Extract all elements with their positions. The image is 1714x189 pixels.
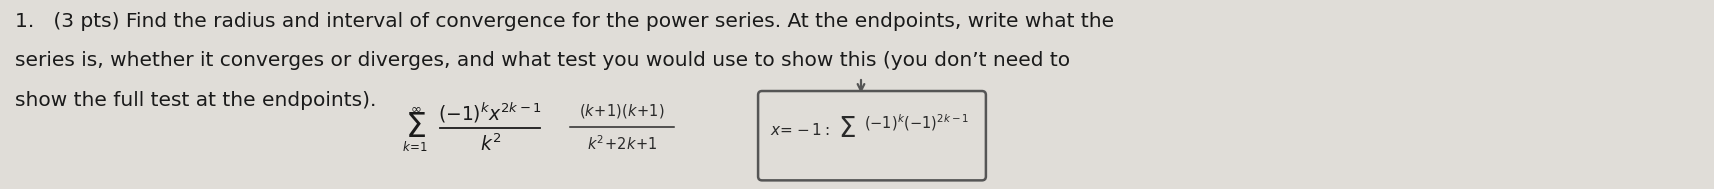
Text: $k\!=\!1$: $k\!=\!1$ [403,140,428,154]
Text: $\Sigma$: $\Sigma$ [838,115,855,143]
Text: series is, whether it converges or diverges, and what test you would use to show: series is, whether it converges or diver… [15,51,1070,70]
Text: $k^2$: $k^2$ [480,134,500,155]
Text: $x\!=\!-1:$: $x\!=\!-1:$ [770,122,830,138]
Text: $(-1)^k(-1)^{2k-1}$: $(-1)^k(-1)^{2k-1}$ [864,112,970,133]
Text: $\infty$: $\infty$ [410,102,422,115]
Text: $(k\!+\!1)(k\!+\!1)$: $(k\!+\!1)(k\!+\!1)$ [579,102,665,120]
Text: $k^2\!+\!2k\!+\!1$: $k^2\!+\!2k\!+\!1$ [586,134,658,153]
Text: 1.   (3 pts) Find the radius and interval of convergence for the power series. A: 1. (3 pts) Find the radius and interval … [15,12,1114,31]
Text: show the full test at the endpoints).: show the full test at the endpoints). [15,91,382,110]
FancyBboxPatch shape [758,91,986,180]
Text: $(-1)^k x^{2k-1}$: $(-1)^k x^{2k-1}$ [439,101,542,125]
Text: $\Sigma$: $\Sigma$ [405,111,425,144]
